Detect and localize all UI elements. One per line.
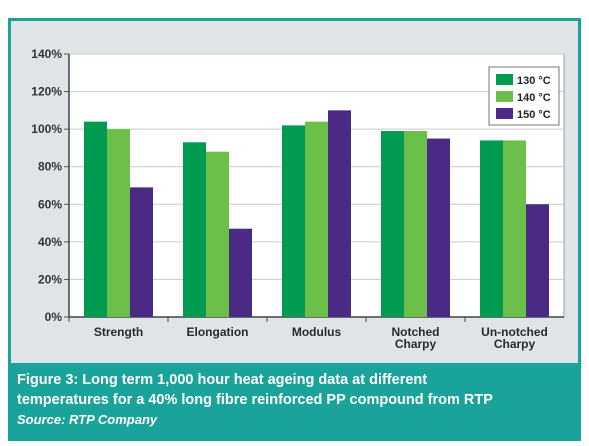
bar xyxy=(480,140,503,317)
y-tick-label: 120% xyxy=(31,85,62,99)
bar xyxy=(404,131,427,317)
bar xyxy=(229,228,252,317)
bar xyxy=(183,142,206,317)
caption-line-1: Figure 3: Long term 1,000 hour heat agei… xyxy=(17,372,428,388)
figure-caption: Figure 3: Long term 1,000 hour heat agei… xyxy=(11,363,578,438)
legend-label: 130 °C xyxy=(517,75,551,87)
legend-swatch xyxy=(496,91,513,102)
bar xyxy=(282,125,305,317)
y-tick-label: 100% xyxy=(31,122,62,136)
x-tick-label: Elongation xyxy=(187,325,249,339)
legend-swatch xyxy=(496,74,513,85)
bar xyxy=(84,121,107,317)
x-tick-label: Notched xyxy=(392,325,440,339)
bar xyxy=(305,121,328,317)
x-tick-label: Charpy xyxy=(494,337,536,351)
bar xyxy=(526,204,549,317)
bar xyxy=(328,110,351,317)
legend-label: 150 °C xyxy=(517,109,551,121)
figure: 0% 20% 40% 60% 80% 100% 120% 140% Strength Elonga… xyxy=(8,18,581,441)
caption-line-2: temperatures for a 40% long fibre reinfo… xyxy=(17,392,493,408)
bar xyxy=(206,151,229,317)
chart-panel: 0% 20% 40% 60% 80% 100% 120% 140% Strength Elonga… xyxy=(11,21,578,363)
y-tick-label: 140% xyxy=(31,47,62,61)
y-tick-label: 40% xyxy=(38,235,62,249)
x-tick-label: Un-notched xyxy=(481,325,548,339)
bar xyxy=(381,131,404,317)
y-tick-label: 20% xyxy=(38,272,62,286)
legend-swatch xyxy=(496,108,513,119)
x-tick-label: Modulus xyxy=(292,325,342,339)
bar xyxy=(130,187,153,317)
y-tick-label: 60% xyxy=(38,197,62,211)
bar xyxy=(503,140,526,317)
y-tick-label: 0% xyxy=(45,310,63,324)
bar xyxy=(427,138,450,317)
x-tick-label: Strength xyxy=(94,325,143,339)
bar xyxy=(107,129,130,317)
y-tick-label: 80% xyxy=(38,160,62,174)
legend-label: 140 °C xyxy=(517,92,551,104)
caption-source: Source: RTP Company xyxy=(17,412,158,427)
x-tick-label: Charpy xyxy=(395,337,437,351)
bar-chart: 0% 20% 40% 60% 80% 100% 120% 140% Strength Elonga… xyxy=(31,47,565,351)
